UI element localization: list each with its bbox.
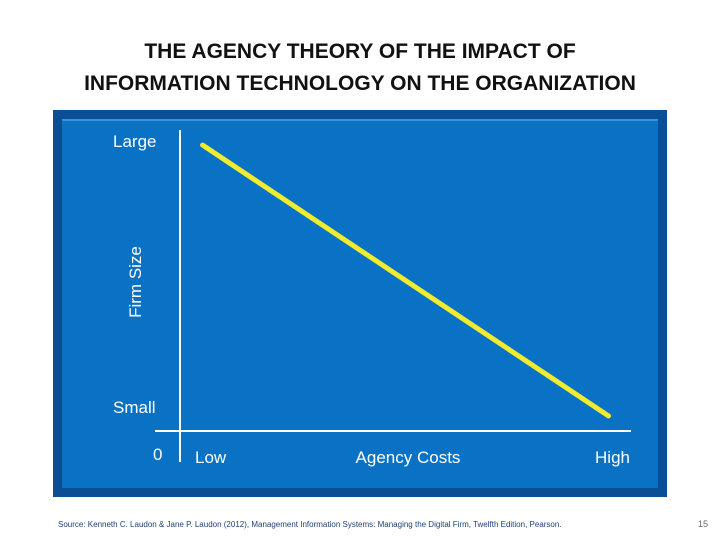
source-citation: Source: Kenneth C. Laudon & Jane P. Laud… xyxy=(58,520,562,529)
slide-title-line-2: INFORMATION TECHNOLOGY ON THE ORGANIZATI… xyxy=(84,72,636,95)
agency-theory-chart: Large Small Firm Size 0 Low Agency Costs… xyxy=(53,110,667,497)
x-tick-label-high: High xyxy=(595,448,630,467)
slide-title: THE AGENCY THEORY OF THE IMPACT OF INFOR… xyxy=(0,36,720,100)
series-line-0 xyxy=(200,142,611,419)
series-layer xyxy=(200,142,611,419)
slide-title-line-1: THE AGENCY THEORY OF THE IMPACT OF xyxy=(144,40,576,63)
x-axis-label: Agency Costs xyxy=(356,448,461,467)
y-tick-label-large: Large xyxy=(113,132,156,151)
x-tick-label-low: Low xyxy=(195,448,227,467)
y-axis-label: Firm Size xyxy=(126,246,145,318)
page-number: 15 xyxy=(697,519,708,529)
y-tick-label-small: Small xyxy=(113,398,156,417)
chart-panel-background xyxy=(62,119,658,488)
chart-panel-highlight xyxy=(62,119,658,121)
origin-label: 0 xyxy=(153,445,162,464)
chart-panel: Large Small Firm Size 0 Low Agency Costs… xyxy=(53,110,667,497)
